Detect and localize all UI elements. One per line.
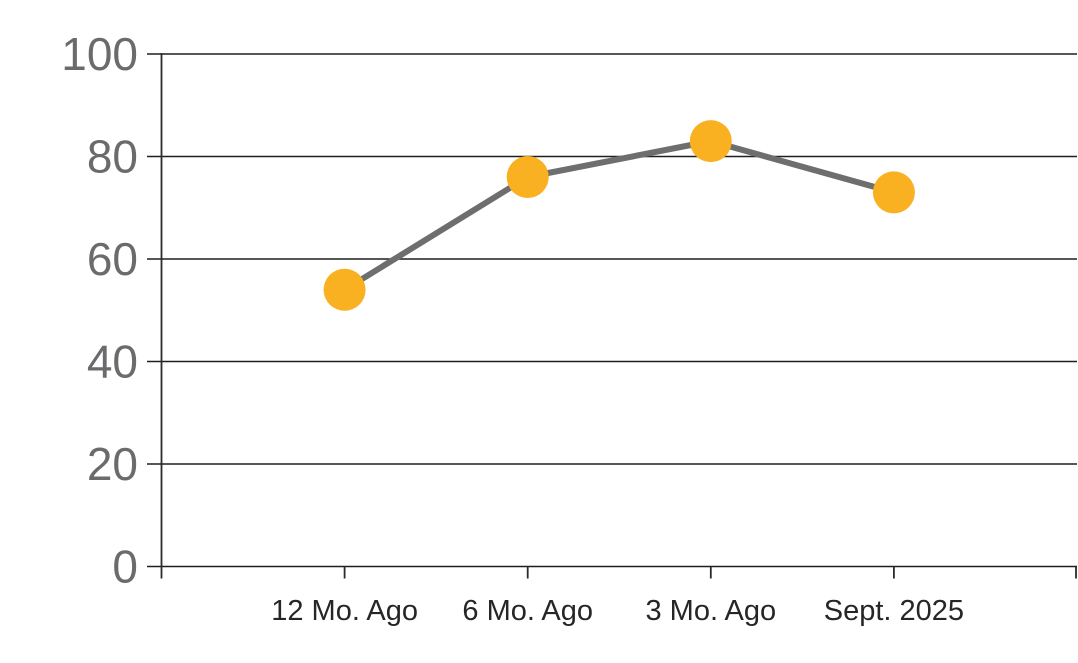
x-category-label: 3 Mo. Ago xyxy=(646,595,777,627)
y-tick-label: 40 xyxy=(87,336,138,388)
x-category-label: 12 Mo. Ago xyxy=(271,595,418,627)
y-tick-label: 60 xyxy=(87,233,138,285)
data-point-marker xyxy=(323,268,366,311)
data-point-marker xyxy=(689,120,732,163)
y-tick-label: 20 xyxy=(87,438,138,490)
y-tick-label: 80 xyxy=(87,131,138,183)
y-tick-label: 0 xyxy=(112,541,138,593)
data-point-marker xyxy=(506,156,549,198)
data-point-marker xyxy=(872,171,915,214)
y-tick-label: 100 xyxy=(61,28,138,80)
trend-line xyxy=(341,138,897,293)
x-category-label: 6 Mo. Ago xyxy=(462,595,593,627)
x-category-label: Sept. 2025 xyxy=(824,595,964,627)
